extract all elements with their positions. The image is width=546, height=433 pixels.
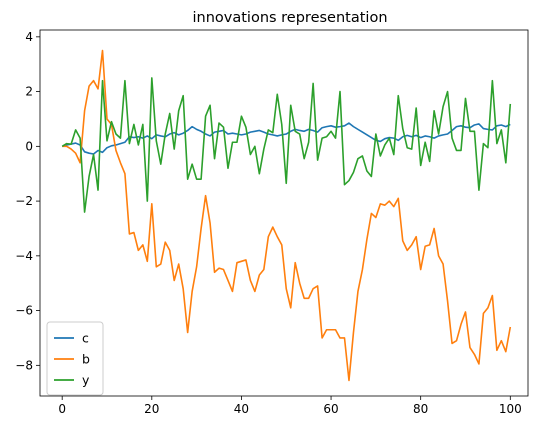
y-tick-label: 2 [25,85,33,99]
legend-label-b: b [82,352,90,367]
legend-label-y: y [82,373,90,388]
x-tick-label: 0 [58,402,66,416]
y-tick-label: −8 [15,358,33,372]
series-line-y [61,77,512,213]
series-lines [61,49,512,382]
x-tick-label: 40 [234,402,249,416]
y-tick-label: −4 [15,249,33,263]
y-tick-label: −6 [15,304,33,318]
legend: cby [46,321,104,396]
x-tick-label: 60 [323,402,338,416]
x-tick-label: 80 [413,402,428,416]
plot-frame [39,29,529,397]
y-tick-label: −2 [15,194,33,208]
y-tick-label: 0 [25,139,33,153]
series-line-b [62,49,512,382]
x-tick-label: 100 [499,402,522,416]
x-tick-label: 20 [144,402,159,416]
y-tick-label: 4 [25,30,33,44]
axis-ticks: 0 20 40 60 80 100 −8 −6 −4 −2 0 2 4 [15,30,521,416]
legend-box [46,321,104,396]
legend-label-c: c [82,331,89,346]
chart-title: innovations representation [192,10,387,26]
